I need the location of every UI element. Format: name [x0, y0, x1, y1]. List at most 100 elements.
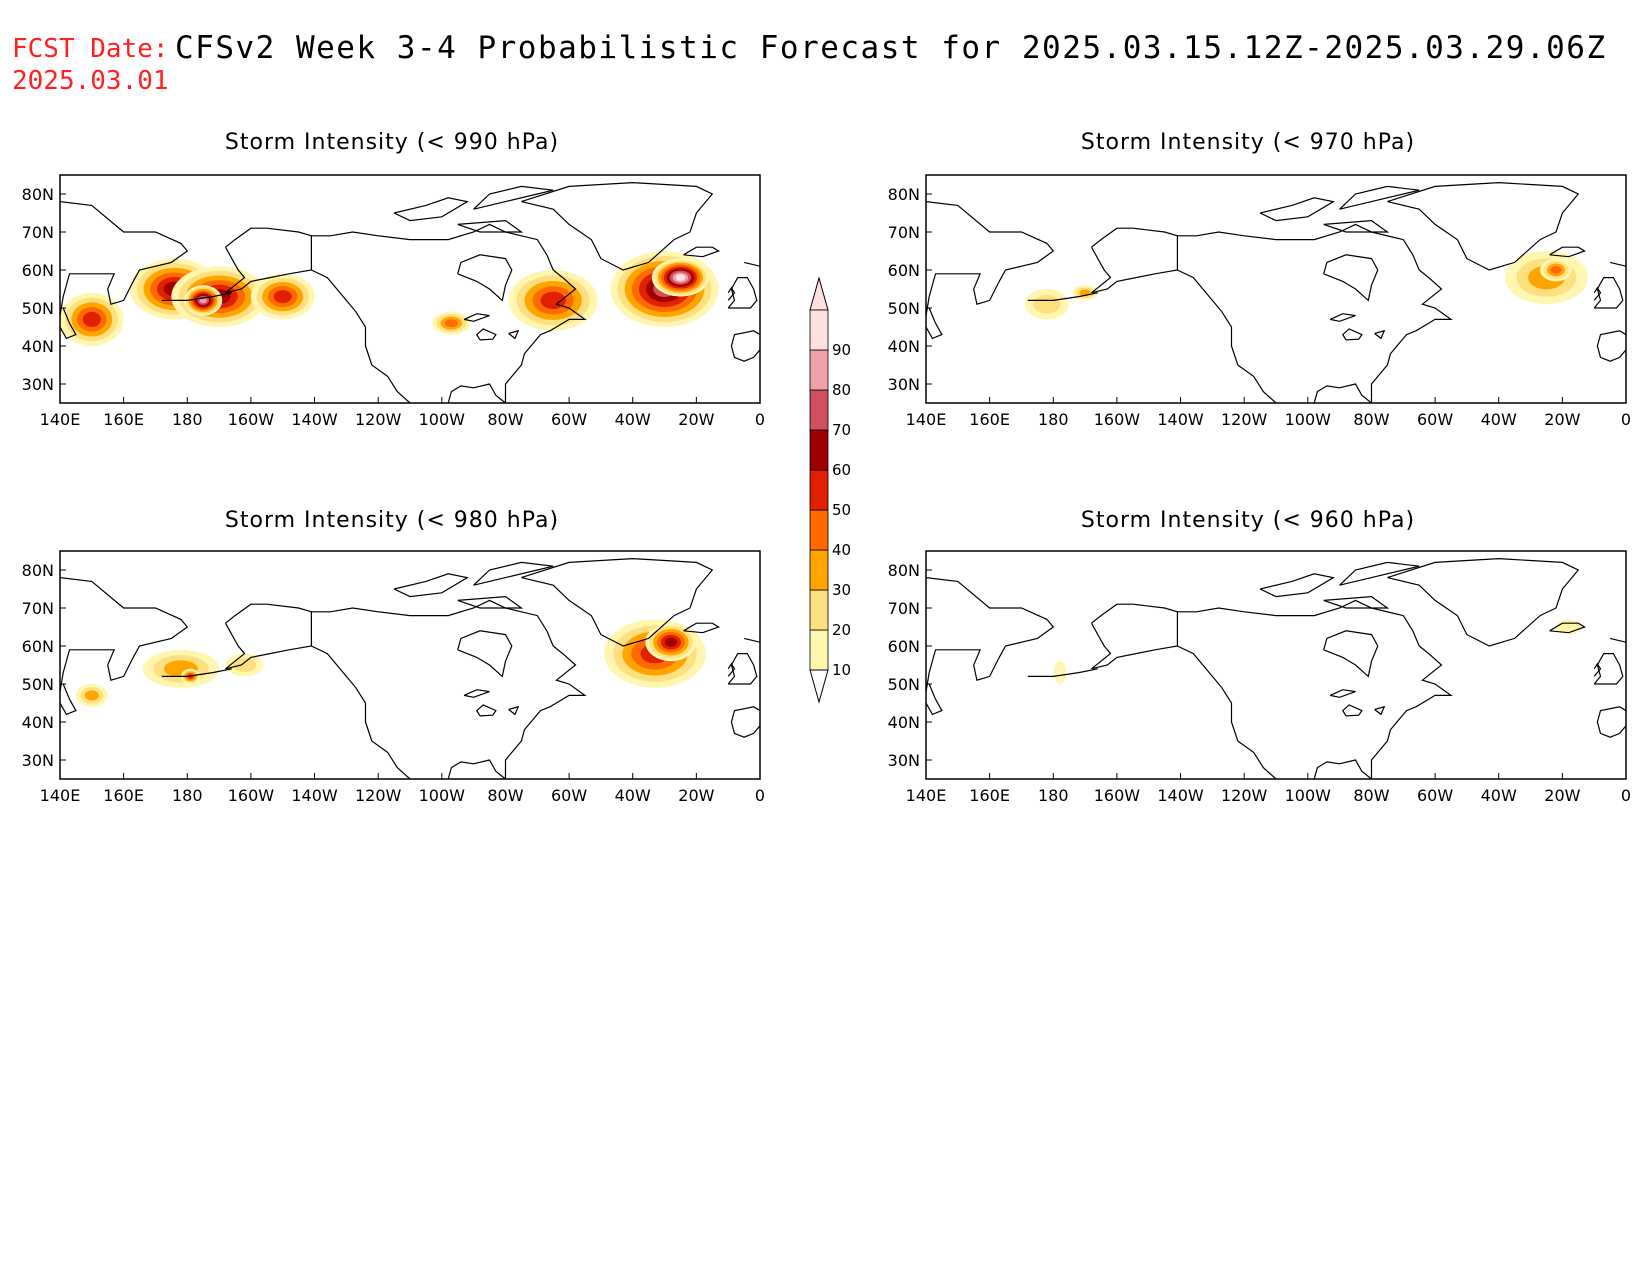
- lon-tick-label: 0: [755, 786, 765, 805]
- coastline: [504, 645, 587, 779]
- coastline: [1593, 286, 1602, 301]
- coastline: [1313, 759, 1372, 779]
- lon-tick-label: 140W: [291, 410, 338, 429]
- coastline: [727, 286, 736, 301]
- panel-title-960: Storm Intensity (< 960 hPa): [1080, 508, 1416, 533]
- colorbar-level-label: 20: [832, 621, 851, 639]
- lon-tick-label: 160E: [969, 410, 1010, 429]
- coastline: [457, 595, 524, 609]
- coastline: [743, 261, 760, 267]
- coastline: [1090, 603, 1179, 670]
- panel-title-970: Storm Intensity (< 970 hPa): [1080, 130, 1416, 155]
- page-title: CFSv2 Week 3-4 Probabilistic Forecast fo…: [175, 30, 1607, 66]
- lat-tick-label: 30N: [888, 751, 920, 770]
- lon-tick-label: 80W: [1353, 410, 1389, 429]
- lon-tick-label: 120W: [355, 410, 402, 429]
- prob-area: [82, 311, 101, 327]
- lon-tick-label: 120W: [355, 786, 402, 805]
- coastline: [224, 227, 312, 294]
- lon-tick-label: 40W: [615, 786, 651, 805]
- lon-tick-label: 140E: [40, 786, 81, 805]
- lon-tick-label: 20W: [1544, 786, 1580, 805]
- lat-tick-label: 40N: [888, 713, 920, 732]
- coastline: [60, 577, 189, 692]
- lon-tick-label: 140W: [1157, 410, 1204, 429]
- coastline: [161, 292, 232, 301]
- lon-tick-label: 0: [755, 410, 765, 429]
- lat-tick-label: 70N: [888, 223, 920, 242]
- lat-tick-label: 50N: [888, 675, 920, 694]
- prob-area: [1053, 661, 1066, 684]
- coastline: [926, 577, 1055, 692]
- lon-tick-label: 0: [1621, 786, 1631, 805]
- coastline: [60, 683, 77, 716]
- colorbar-level-label: 50: [832, 501, 851, 519]
- lon-tick-label: 60W: [1417, 410, 1453, 429]
- lon-tick-label: 40W: [615, 410, 651, 429]
- coastline: [311, 645, 411, 779]
- coastline: [926, 307, 943, 340]
- coastline: [683, 246, 720, 258]
- coastline: [926, 683, 943, 716]
- lon-tick-label: 180: [172, 786, 203, 805]
- lat-tick-label: 80N: [888, 185, 920, 204]
- lat-tick-label: 40N: [888, 337, 920, 356]
- colorbar-swatch: [809, 549, 829, 591]
- colorbar-swatch: [809, 429, 829, 471]
- prob-area: [675, 274, 686, 281]
- prob-area: [232, 657, 257, 673]
- colorbar-swatch: [809, 389, 829, 431]
- lat-tick-label: 30N: [888, 375, 920, 394]
- coastline: [1596, 330, 1626, 362]
- coastline: [1370, 645, 1453, 779]
- coastline: [1323, 630, 1379, 678]
- map-content-p990: [60, 181, 760, 403]
- coastline: [311, 599, 554, 647]
- lon-tick-label: 100W: [1285, 786, 1332, 805]
- map-frame-p980: [59, 550, 761, 780]
- fcst-date-value: 2025.03.01: [12, 66, 169, 96]
- lon-tick-label: 160W: [228, 786, 275, 805]
- colorbar-level-label: 40: [832, 541, 851, 559]
- lat-tick-label: 50N: [22, 299, 54, 318]
- colorbar-swatch: [809, 629, 829, 671]
- colorbar-swatch: [809, 349, 829, 391]
- lat-tick-label: 70N: [22, 223, 54, 242]
- map-panel-p990: 140E 160E 180 160W 140W 120W 100W 80W 60W 40W 20W 0…: [22, 174, 765, 429]
- colorbar-swatch: [809, 509, 829, 551]
- coastline: [1177, 223, 1420, 271]
- coastline: [1596, 706, 1626, 738]
- lat-tick-label: 30N: [22, 375, 54, 394]
- lon-tick-label: 60W: [551, 410, 587, 429]
- lon-tick-label: 100W: [419, 410, 466, 429]
- coastline: [473, 561, 554, 586]
- coastline: [457, 630, 513, 678]
- lon-tick-label: 20W: [678, 410, 714, 429]
- coastline: [521, 181, 714, 271]
- coastline: [1027, 668, 1098, 678]
- coastline: [447, 383, 506, 403]
- colorbar-level-label: 10: [832, 661, 851, 679]
- lat-tick-label: 80N: [22, 185, 54, 204]
- coastline: [1549, 622, 1586, 634]
- coastline: [926, 201, 1055, 316]
- coastline: [1609, 637, 1626, 643]
- coastline: [1329, 689, 1356, 698]
- coastline: [727, 662, 736, 677]
- lat-tick-label: 70N: [888, 599, 920, 618]
- map-panel-p960: 140E 160E 180 160W 140W 120W 100W 80W 60W 40W 20W 0…: [888, 550, 1631, 805]
- coastline: [1339, 561, 1420, 586]
- coastline: [1177, 599, 1420, 647]
- map-frame-p960: [925, 550, 1627, 780]
- lon-tick-label: 80W: [1353, 786, 1389, 805]
- coastline: [1342, 704, 1363, 717]
- coastline: [476, 328, 497, 341]
- coastline: [311, 269, 411, 403]
- prob-area: [444, 319, 459, 328]
- lat-tick-label: 80N: [22, 561, 54, 580]
- coastline: [1177, 269, 1277, 403]
- coastline: [508, 705, 520, 716]
- fcst-date-label: FCST Date:: [12, 34, 169, 64]
- lon-tick-label: 20W: [678, 786, 714, 805]
- coastline: [1259, 197, 1335, 222]
